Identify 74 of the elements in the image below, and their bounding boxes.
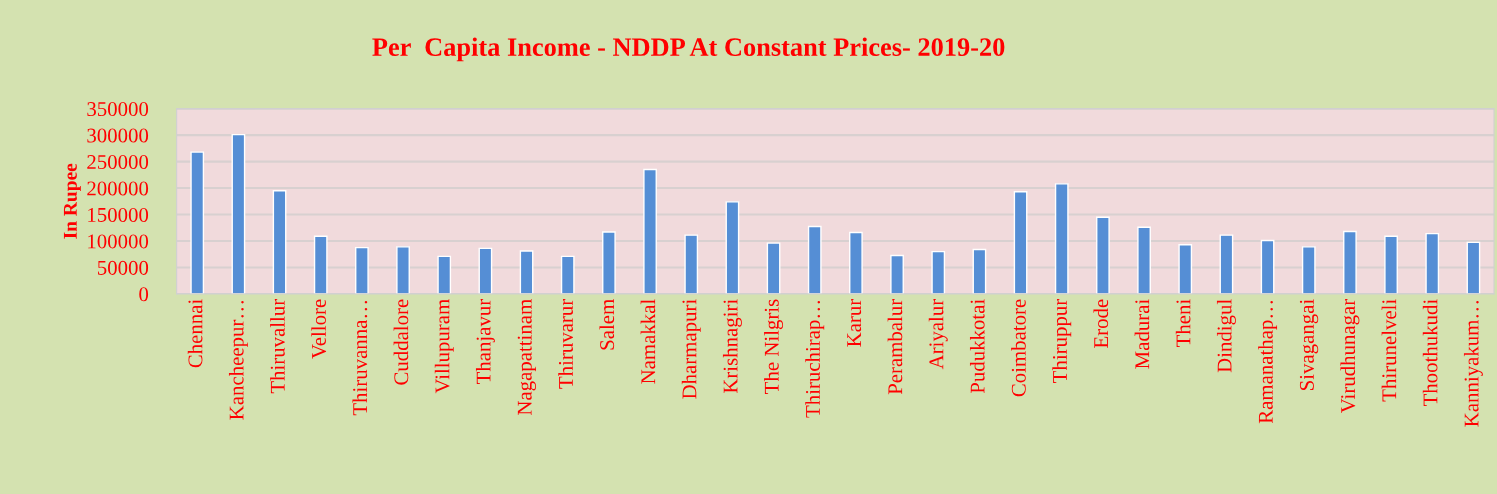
y-tick-label: 50000 [98, 260, 149, 275]
y-tick-label: 300000 [87, 128, 149, 143]
x-tick-label: Thirunelveli [1381, 299, 1397, 402]
bar [931, 250, 946, 294]
y-tick-label: 250000 [87, 154, 149, 170]
x-tick-label: Thoothukudi [1422, 299, 1438, 407]
bar [972, 248, 987, 294]
x-tick-label: Chennai [187, 299, 203, 368]
x-tick-label: Madurai [1134, 299, 1150, 369]
bar [1096, 216, 1110, 294]
bar [1137, 226, 1151, 294]
x-tick-label: Karur [847, 298, 862, 347]
bar [1054, 183, 1069, 294]
x-tick-label: Erode [1093, 299, 1109, 348]
y-tick-label: 200000 [87, 181, 149, 196]
y-tick-label: 100000 [88, 234, 149, 249]
chart-title: Per Capita Income - NDDP At Constant Prices- 2019-20 [372, 37, 1005, 62]
bar [807, 225, 822, 294]
bar [437, 255, 452, 294]
bar [560, 255, 575, 294]
x-tick-label: Villupuram [434, 299, 454, 394]
x-tick-label: Vellore [311, 299, 327, 359]
x-tick-label: Sivagangai [1299, 299, 1319, 390]
bar [1260, 239, 1275, 294]
bar [1178, 244, 1193, 294]
bar [766, 242, 781, 294]
bar [1466, 241, 1481, 294]
bar [643, 168, 657, 294]
bar [313, 235, 328, 294]
bar [1425, 232, 1440, 294]
bar [355, 246, 369, 294]
bar [1013, 191, 1028, 294]
x-tick-label: Thanjavur [475, 298, 495, 385]
x-tick-label: Theni [1175, 299, 1191, 348]
bar [1219, 234, 1234, 294]
y-axis-title: In Rupee [63, 163, 81, 239]
bar [684, 234, 699, 294]
bar [519, 250, 534, 294]
x-tick-label: Thiruvanna… [352, 301, 368, 416]
bar [1301, 246, 1316, 294]
x-tick-label: Dindigul [1216, 299, 1236, 373]
bar [190, 151, 205, 294]
x-tick-label: Perambalur [887, 298, 903, 395]
x-tick-label: The Nilgris [764, 299, 784, 394]
bar [1343, 230, 1357, 294]
x-tick-label: Dharmapuri [681, 299, 701, 399]
bar [725, 201, 740, 294]
x-tick-label: Thiruvallur [270, 298, 285, 394]
x-tick-label: Salem [599, 299, 615, 350]
y-tick-label: 150000 [88, 207, 149, 222]
x-tick-label: Virudhunagar [1340, 298, 1360, 414]
x-tick-label: Pudukkotai [969, 299, 985, 394]
y-tick-label: 350000 [87, 102, 149, 117]
bar [602, 231, 616, 294]
x-tick-label: Kanniyakum… [1463, 301, 1483, 427]
x-tick-label: Coimbatore [1011, 299, 1026, 397]
x-tick-label: Krishnagiri [722, 299, 742, 394]
x-tick-label: Cuddalore [393, 299, 409, 385]
y-tick-label: 0 [139, 287, 149, 302]
x-tick-label: Thiruppur [1052, 298, 1072, 383]
x-tick-label: Thiruvarur [558, 298, 573, 389]
x-tick-label: Ariyalur [928, 298, 948, 370]
bar [890, 254, 904, 294]
bar [231, 133, 246, 294]
x-tick-label: Kancheepur… [228, 301, 248, 420]
bar [272, 190, 287, 294]
x-tick-label: Ramanathap… [1258, 301, 1278, 424]
bar [396, 246, 410, 294]
x-tick-label: Namakkal [640, 299, 656, 384]
bar [849, 231, 863, 294]
bar [1384, 235, 1398, 294]
x-tick-label: Nagapattinam [517, 299, 537, 416]
x-tick-label: Thiruchirap… [805, 301, 825, 418]
bar [478, 247, 493, 294]
